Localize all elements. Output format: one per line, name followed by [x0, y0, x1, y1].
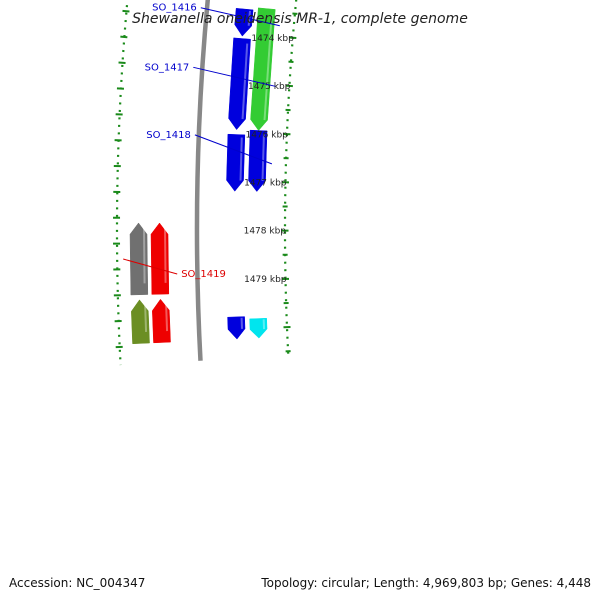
genome-backbone — [194, 0, 211, 361]
kbp-label: 1479 kbp — [244, 275, 287, 285]
gene-label-so-1416: SO_1416 — [152, 3, 197, 14]
gene-arrow — [250, 7, 276, 131]
kbp-label: 1475 kbp — [248, 82, 291, 92]
gene-arrow-so-1417 — [228, 37, 251, 131]
gene-arrow — [249, 317, 268, 339]
map-title: Shewanella oneidensis MR-1, complete gen… — [132, 11, 468, 27]
gene-highlight — [144, 301, 148, 332]
leader-line — [123, 258, 178, 275]
gene-arrow-so-1416 — [234, 8, 254, 37]
gene-label-so-1419: SO_1419 — [181, 269, 226, 280]
gene-highlight — [239, 137, 243, 181]
gene-arrow-so-1419 — [150, 222, 170, 295]
gene-highlight — [164, 226, 167, 283]
dotted-rings — [115, 0, 298, 366]
gene-highlight — [143, 226, 146, 284]
dotted-ring-outer — [283, 0, 298, 357]
gene-label-so-1418: SO_1418 — [146, 130, 191, 141]
kbp-label: 1477 kbp — [244, 179, 287, 189]
gene-arrow — [152, 298, 171, 344]
topology-text: Topology: circular; Length: 4,969,803 bp… — [260, 576, 591, 590]
gene-arrow — [227, 316, 246, 340]
kbp-label: 1478 kbp — [244, 227, 287, 237]
ticks-layer — [113, 9, 298, 353]
dotted-ring-inner — [115, 0, 129, 366]
accession-text: Accession: NC_004347 — [9, 576, 145, 590]
gene-highlight — [261, 133, 265, 181]
kbp-labels: 1470 kbp1471 kbp1472 kbp1473 kbp1474 kbp… — [244, 34, 294, 285]
gene-highlight — [263, 15, 273, 121]
gene-labels: SO_1413SO_1414SO_1415SO_1416SO_1417SO_14… — [123, 3, 280, 280]
gene-arrow — [131, 299, 150, 345]
inner-tick-mark — [120, 35, 128, 39]
leader-line — [200, 7, 280, 27]
tick-mark — [289, 36, 297, 40]
gene-arrow — [248, 129, 268, 192]
genes-layer — [129, 7, 276, 345]
leader-line — [193, 66, 276, 87]
kbp-label: 1476 kbp — [245, 130, 288, 140]
gene-highlight — [241, 43, 249, 120]
gene-label-so-1417: SO_1417 — [145, 62, 190, 73]
kbp-label: 1474 kbp — [251, 34, 294, 44]
leader-line — [194, 134, 273, 165]
gene-highlight — [165, 301, 169, 332]
inner-tick-mark — [122, 9, 130, 13]
gene-arrow — [129, 222, 149, 296]
backbone-layer — [194, 0, 211, 361]
